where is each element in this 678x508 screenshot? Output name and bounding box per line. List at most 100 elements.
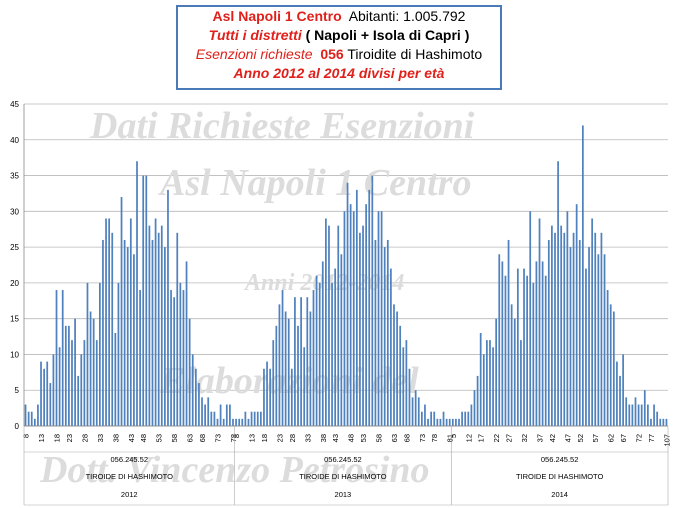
x-tick-label: 43 bbox=[331, 434, 340, 442]
bar-2014 bbox=[588, 247, 590, 426]
x-tick-label: 23 bbox=[275, 434, 284, 442]
group-code-label: 056.245.52 bbox=[324, 455, 362, 464]
bar-2012 bbox=[176, 232, 179, 426]
x-tick-label: 17 bbox=[477, 434, 486, 442]
bar-2012 bbox=[157, 232, 160, 426]
bar-2012 bbox=[83, 340, 86, 426]
bar-2013 bbox=[346, 182, 349, 426]
bar-2014 bbox=[513, 318, 516, 426]
title-line-4: Anno 2012 al 2014 divisi per età bbox=[233, 65, 445, 81]
x-tick-label: 73 bbox=[214, 434, 223, 442]
bar-2014 bbox=[637, 404, 640, 426]
bar-2013 bbox=[402, 347, 405, 426]
bar-2012 bbox=[55, 290, 58, 426]
bar-2013 bbox=[294, 297, 296, 426]
bar-2013 bbox=[259, 411, 262, 426]
x-tick-label: 33 bbox=[96, 434, 105, 442]
y-tick-label: 30 bbox=[10, 207, 19, 216]
bar-2013 bbox=[386, 239, 389, 426]
bar-2012 bbox=[117, 282, 120, 426]
x-tick-label: 52 bbox=[576, 434, 585, 442]
bar-2013 bbox=[405, 340, 408, 426]
x-tick-label: 73 bbox=[418, 434, 427, 442]
bar-2013 bbox=[383, 247, 386, 426]
x-tick-label: 13 bbox=[37, 434, 46, 442]
bar-2012 bbox=[207, 397, 210, 426]
bar-2012 bbox=[210, 411, 213, 426]
bar-2013 bbox=[359, 232, 361, 426]
bar-2013 bbox=[365, 204, 367, 426]
bar-2014 bbox=[544, 275, 547, 426]
bar-2014 bbox=[482, 354, 485, 426]
bar-2013 bbox=[312, 290, 315, 426]
bar-2014 bbox=[563, 232, 566, 426]
bar-2013 bbox=[371, 175, 374, 426]
bar-2014 bbox=[619, 375, 621, 426]
bar-2012 bbox=[37, 404, 39, 426]
x-tick-label: 8 bbox=[22, 434, 31, 438]
bar-2014 bbox=[647, 404, 649, 426]
bar-2012 bbox=[120, 197, 123, 426]
y-tick-label: 25 bbox=[10, 243, 19, 252]
bar-2013 bbox=[269, 368, 272, 426]
bar-2014 bbox=[479, 332, 482, 426]
bar-2012 bbox=[188, 318, 191, 426]
bar-2013 bbox=[278, 304, 281, 426]
bar-2012 bbox=[194, 368, 197, 426]
bar-2014 bbox=[566, 211, 569, 426]
x-tick-label: 68 bbox=[198, 434, 207, 442]
bar-2013 bbox=[417, 397, 420, 426]
bar-2013 bbox=[303, 347, 306, 426]
x-tick-label: 37 bbox=[536, 434, 545, 442]
y-tick-label: 0 bbox=[15, 422, 20, 431]
bar-2014 bbox=[656, 411, 659, 426]
bar-2013 bbox=[414, 390, 417, 426]
bar-2014 bbox=[640, 404, 643, 426]
bar-2014 bbox=[625, 397, 628, 426]
bar-2012 bbox=[179, 282, 182, 426]
bar-2014 bbox=[464, 411, 467, 426]
x-tick-label: 68 bbox=[402, 434, 411, 442]
bar-2012 bbox=[108, 218, 111, 426]
bar-2014 bbox=[628, 404, 631, 426]
bar-2014 bbox=[510, 304, 513, 426]
y-tick-label: 45 bbox=[10, 100, 19, 109]
bar-2013 bbox=[368, 189, 371, 426]
x-tick-label: 28 bbox=[80, 434, 89, 442]
bar-2013 bbox=[424, 404, 426, 426]
bar-2012 bbox=[160, 225, 163, 426]
group-year-label: 2013 bbox=[335, 490, 352, 499]
x-tick-label: 23 bbox=[65, 434, 74, 442]
bar-2012 bbox=[74, 318, 76, 426]
bar-2014 bbox=[455, 418, 457, 426]
group-code-label: 056.245.52 bbox=[110, 455, 148, 464]
bar-2014 bbox=[498, 254, 501, 426]
x-tick-label: 62 bbox=[607, 434, 616, 442]
x-tick-label: 77 bbox=[647, 434, 656, 442]
bar-2013 bbox=[241, 418, 244, 426]
bar-2014 bbox=[470, 404, 473, 426]
bar-2013 bbox=[340, 254, 343, 426]
bar-2014 bbox=[591, 218, 594, 426]
bar-2012 bbox=[102, 239, 104, 426]
bar-2014 bbox=[532, 282, 535, 426]
title-line-3: Esenzioni richieste 056 Tiroidite di Has… bbox=[195, 46, 483, 62]
bar-2012 bbox=[145, 175, 148, 426]
bar-2012 bbox=[30, 411, 33, 426]
bar-2014 bbox=[461, 411, 463, 426]
bar-2014 bbox=[603, 254, 606, 426]
group-year-label: 2014 bbox=[551, 490, 568, 499]
x-tick-label: 58 bbox=[375, 434, 384, 442]
bar-2012 bbox=[142, 175, 145, 426]
x-tick-label: 63 bbox=[390, 434, 399, 442]
bar-2012 bbox=[229, 404, 231, 426]
bar-2014 bbox=[541, 261, 544, 426]
bar-2013 bbox=[374, 239, 377, 426]
bar-2012 bbox=[105, 218, 107, 426]
x-tick-label: 53 bbox=[155, 434, 164, 442]
bar-2013 bbox=[318, 282, 321, 426]
y-tick-label: 10 bbox=[10, 350, 19, 359]
bar-2013 bbox=[328, 225, 330, 426]
bar-2012 bbox=[182, 290, 185, 426]
